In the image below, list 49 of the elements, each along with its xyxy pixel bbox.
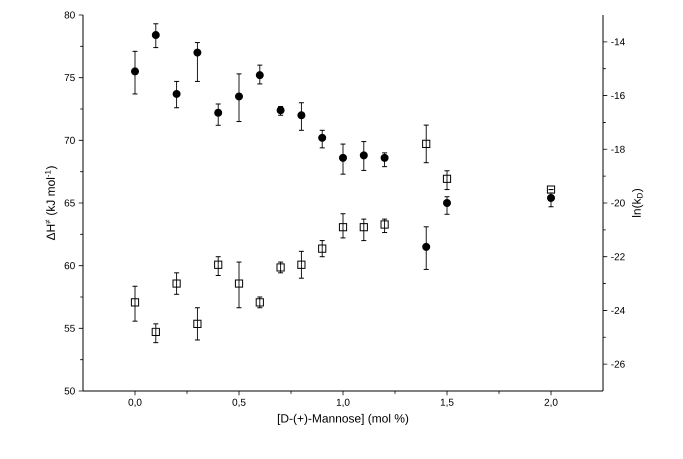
point <box>131 67 139 76</box>
point <box>297 260 306 269</box>
point <box>256 298 264 306</box>
x-axis-title: [D-(+)-Mannose] (mol %) <box>278 414 408 425</box>
y-axis-title: ΔH$^{≠}$ (kJ mol$^{-1}$) <box>45 166 58 240</box>
point <box>318 134 326 142</box>
point <box>360 223 368 232</box>
point <box>442 174 452 183</box>
x-tick-label: 0,0 <box>128 398 142 408</box>
point <box>172 90 181 98</box>
y2-tick-label: -22 <box>611 253 625 260</box>
x-tick-label: 2,0 <box>544 398 558 408</box>
y-tick-label: 55 <box>64 324 75 332</box>
x-tick-label: 1,5 <box>440 398 454 407</box>
point <box>234 279 244 288</box>
y2-axis-title: ln(k$_{D}$) <box>632 188 644 217</box>
point <box>172 279 181 288</box>
y2-tick-label: -26 <box>611 360 625 368</box>
point <box>152 31 160 40</box>
point <box>214 260 222 269</box>
point <box>422 242 430 251</box>
point <box>318 244 326 253</box>
point <box>297 111 306 120</box>
x-tick-label: 0,5 <box>232 398 246 408</box>
y-tick-label: 75 <box>64 74 75 82</box>
point <box>152 328 160 336</box>
point <box>256 71 264 80</box>
point <box>360 151 368 160</box>
point <box>193 320 202 328</box>
y2-tick-label: -16 <box>611 92 625 100</box>
point <box>338 223 348 232</box>
point <box>130 298 140 306</box>
x-tick-label: 1,0 <box>336 398 350 408</box>
point <box>422 140 430 148</box>
point <box>443 199 452 207</box>
y-tick-label: 70 <box>64 136 75 144</box>
y-tick-label: 50 <box>64 387 75 395</box>
y-tick-label: 65 <box>64 199 75 207</box>
point <box>380 220 389 229</box>
y-tick-label: 60 <box>64 262 75 270</box>
point <box>214 108 222 117</box>
y2-tick-label: -20 <box>611 199 625 207</box>
y2-tick-label: -14 <box>611 38 625 46</box>
point <box>193 48 202 57</box>
y-tick-label: 80 <box>64 11 75 19</box>
y2-tick-label: -24 <box>611 306 625 314</box>
point <box>339 154 348 162</box>
point <box>235 92 243 100</box>
y2-tick-label: -18 <box>611 146 625 153</box>
